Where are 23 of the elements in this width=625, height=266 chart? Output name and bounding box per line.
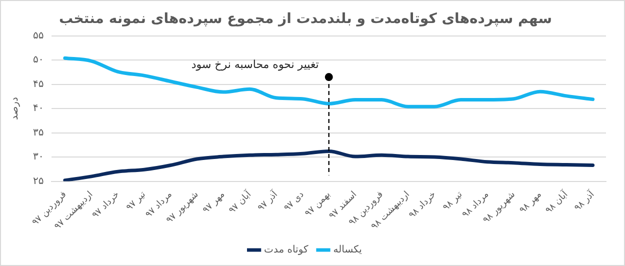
line-series bbox=[63, 149, 595, 182]
x-tick-label: آذر ۹۸ bbox=[572, 188, 597, 214]
y-tick-label: ۴۵ bbox=[32, 78, 44, 90]
legend-label: یکساله bbox=[333, 244, 362, 256]
x-tick-label: آبان ۹۸ bbox=[542, 188, 571, 216]
y-tick-label: ۴۰ bbox=[32, 103, 44, 114]
x-tick-label: تیر ۹۷ bbox=[124, 189, 148, 213]
y-tick-label: ۲۵ bbox=[32, 176, 44, 187]
x-tick-label: مهر ۹۷ bbox=[201, 190, 228, 216]
annotation: تغییر نحوه محاسبه نرخ سود bbox=[191, 58, 319, 71]
x-tick-label: تیر ۹۸ bbox=[441, 189, 465, 213]
x-tick-label: دی ۹۷ bbox=[282, 190, 306, 214]
y-tick-label: ۵۰ bbox=[32, 54, 44, 66]
legend-label: کوتاه مدت bbox=[264, 244, 308, 256]
x-tick-label: مهر ۹۸ bbox=[518, 190, 544, 216]
chart-title: سهم سپرده‌های کوتاه‌مدت و بلندمدت از مجموع سپرده‌های نمونه منتخب bbox=[58, 11, 552, 28]
y-axis-title: درصد bbox=[10, 97, 21, 120]
y-tick-label: ۳۰ bbox=[32, 152, 44, 163]
y-tick-label: ۵۵ bbox=[32, 30, 44, 42]
y-tick-label: ۳۵ bbox=[32, 127, 44, 138]
x-tick-label: آذر ۹۷ bbox=[254, 188, 280, 214]
line-series bbox=[63, 56, 595, 108]
x-tick-label: آبان ۹۷ bbox=[226, 188, 254, 216]
